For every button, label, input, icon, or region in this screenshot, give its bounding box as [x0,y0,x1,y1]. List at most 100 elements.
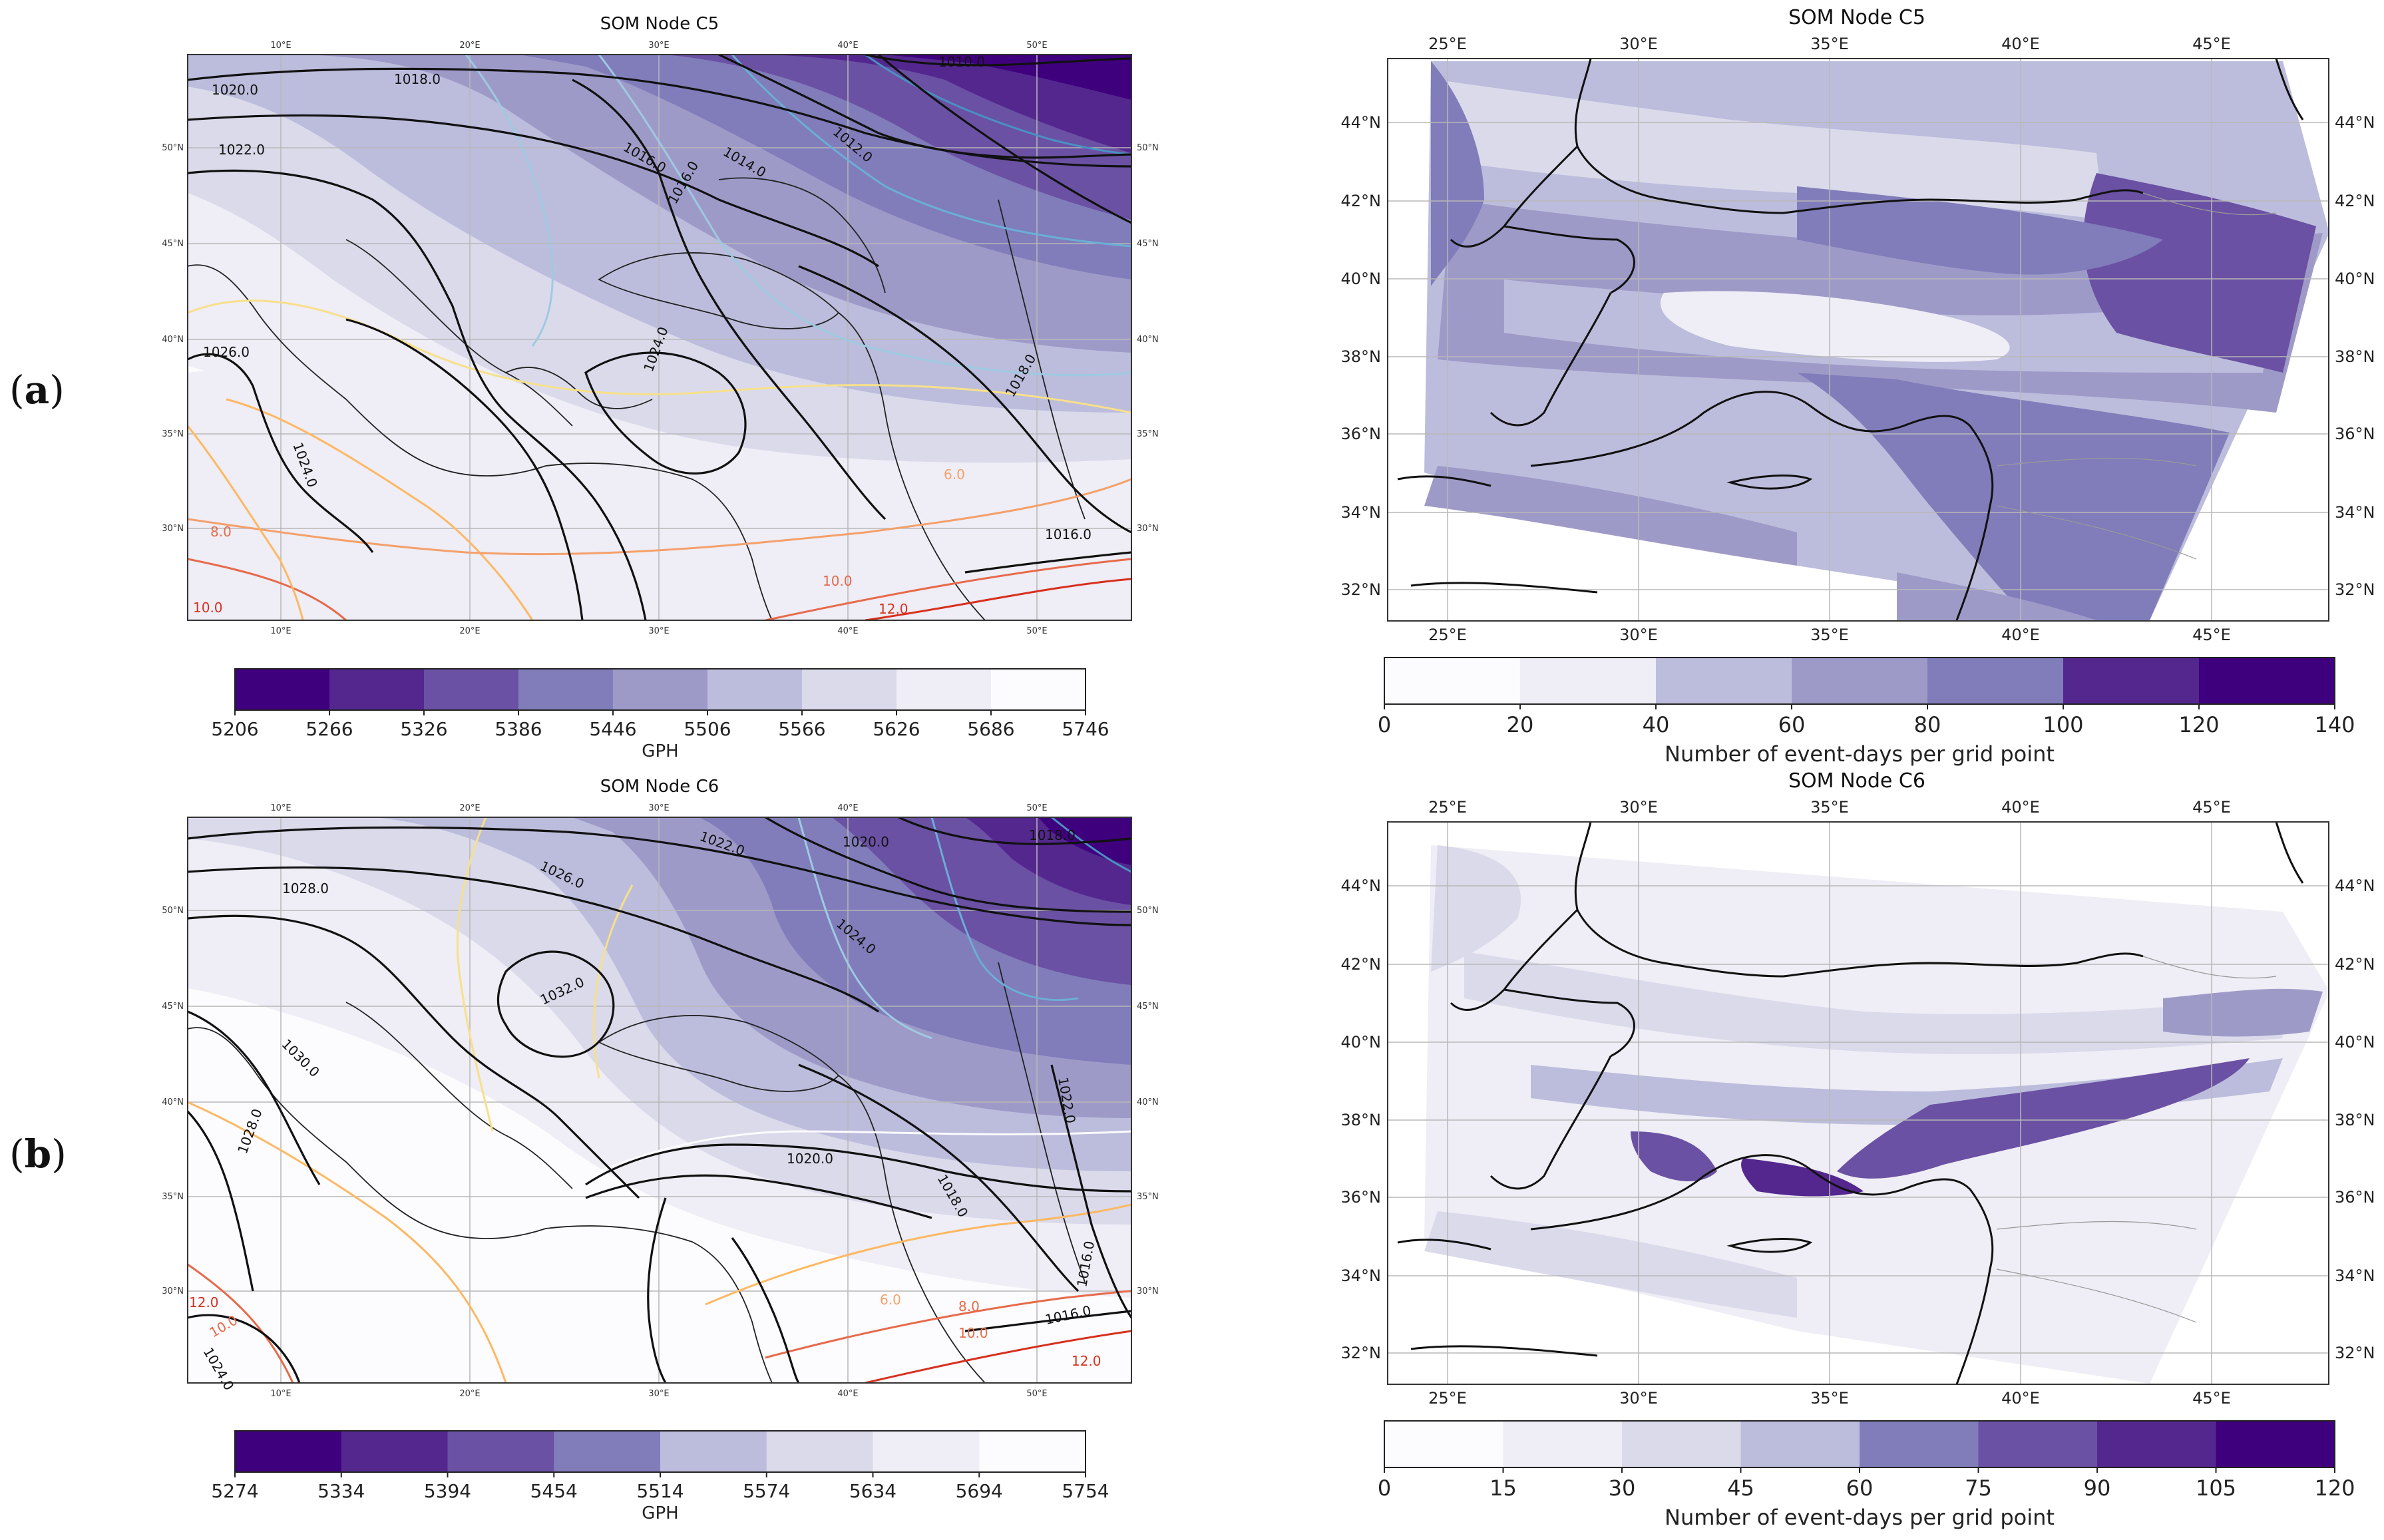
colorbar-tick-label: 5274 [211,1480,258,1502]
tick-label: 25°E [1428,626,1467,644]
tick-label: 35°N [1137,429,1159,439]
tick-label: 32°N [2335,1344,2375,1362]
colorbar-tick-label: 40 [1643,712,1670,737]
temp-label: 12.0 [189,1294,219,1310]
colorbar-tick-label: 0 [1378,712,1391,737]
colorbar-tick-label: 45 [1727,1475,1754,1501]
colorbar-segment [447,1431,554,1472]
colorbar-label: GPH [642,1503,678,1523]
colorbar-tick-label: 60 [1778,712,1806,737]
tick-label: 25°E [1428,35,1467,53]
contour-label: 1018.0 [1029,827,1076,843]
tick-label: 34°N [2335,1266,2375,1285]
tick-label: 30°N [162,524,184,534]
tick-label: 32°N [2335,580,2375,599]
colorbar-tick-label: 30 [1609,1475,1636,1501]
colorbar-segment [554,1431,661,1472]
colorbar-tick-label: 5454 [530,1480,578,1502]
map-frame [187,817,1132,1384]
colorbar-segment [873,1431,980,1472]
coastline [1397,59,2304,621]
contour-label: 1026.0 [203,344,250,360]
colorbar-segment [991,669,1086,710]
colorbar-segment [1384,658,1521,704]
tick-label: 50°E [1026,1389,1047,1399]
colorbar-tick-label: 20 [1507,712,1534,737]
gph-map-field [188,55,1131,620]
tick-label: 36°N [2335,1188,2375,1207]
tick-label: 40°E [837,803,858,813]
colorbar-tick-label: 90 [2084,1475,2111,1501]
tick-label: 40°N [162,335,184,345]
tick-label: 50°E [1026,626,1047,636]
tick-label: 40°N [2335,1033,2375,1052]
tick-label: 10°E [270,626,291,636]
tick-label: 32°N [1341,1344,1382,1362]
colorbar-tick-label: 5574 [743,1480,790,1502]
contour-label: 1020.0 [787,1151,833,1167]
contour-label: 1010.0 [938,54,985,70]
axis-ticks-right: 50°N 45°N 40°N 35°N 30°N [1137,906,1159,1296]
colorbar-label: Number of event-days per grid point [1665,1505,2055,1530]
tick-label: 42°N [2335,192,2375,210]
colorbar-frame [1384,657,2335,705]
tick-label: 10°E [270,803,291,813]
tick-label: 44°N [2335,876,2375,895]
tick-label: 20°E [459,626,480,636]
tick-label: 35°E [1810,1389,1849,1408]
colorbar-tick-label: 80 [1914,712,1941,737]
colorbar-segment [1503,1421,1623,1467]
tick-label: 20°E [459,1389,480,1399]
tick-label: 30°E [1619,1389,1658,1408]
colorbar-tick-label: 105 [2196,1475,2236,1501]
tick-label: 40°N [2335,270,2375,288]
colorbar-tick-label: 5754 [1062,1480,1109,1502]
tick-label: 45°E [2192,1389,2231,1408]
contour-label: 1016.0 [1045,526,1092,542]
colorbar-label: GPH [642,741,678,761]
panel-a-left: SOM Node C5 [162,14,1159,761]
colorbar-segment [1978,1421,2098,1467]
tick-label: 38°N [2335,347,2375,366]
tick-label: 30°E [1619,798,1658,817]
colorbar-tick-label: 5446 [589,718,636,740]
panel-a-right: SOM Node C5 [1341,6,2375,767]
tick-label: 30°E [648,1389,669,1399]
tick-label: 30°N [1137,1286,1159,1296]
tick-label: 36°N [1341,1188,1382,1207]
tick-label: 40°N [1137,335,1159,345]
tick-label: 40°E [2001,798,2040,817]
axis-ticks-top: 10°E 20°E 30°E 40°E 50°E [270,803,1047,813]
panel-title: SOM Node C6 [600,777,719,797]
temp-label: 6.0 [944,467,965,482]
label-paren: ) [51,1131,67,1177]
pressure-contours [188,55,1131,620]
event-map-field [1388,59,2329,621]
tick-label: 42°N [2335,955,2375,974]
panel-title: SOM Node C5 [1788,6,1925,29]
colorbar-segment [235,1431,342,1472]
tick-label: 10°E [270,1389,291,1399]
contour-label: 1020.0 [843,834,889,850]
tick-label: 44°N [1341,113,1382,132]
tick-label: 45°E [2192,35,2231,53]
label-letter: b [24,1131,52,1177]
colorbar-segment [613,669,708,710]
colorbar-tick-label: 5514 [636,1480,684,1502]
temp-label: 10.0 [958,1325,988,1341]
axis-ticks-left: 50°N 45°N 40°N 35°N 30°N [162,143,184,534]
colorbar-segment [518,669,614,710]
colorbar-tick-label: 60 [1846,1475,1874,1501]
colorbar-segment [802,669,897,710]
tick-label: 40°E [837,41,858,51]
tick-label: 35°N [162,429,184,439]
tick-label: 20°E [459,803,480,813]
tick-label: 10°E [270,41,291,51]
colorbar-segment [896,669,992,710]
tick-label: 30°E [648,626,669,636]
temp-label: 10.0 [193,600,223,616]
label-paren: ) [49,367,65,413]
pressure-contours [188,817,1131,1383]
colorbar: 0 20 40 60 80 100 120 140 Number of event-days p… [1378,657,2355,767]
contour-label: 1020.0 [212,82,258,98]
